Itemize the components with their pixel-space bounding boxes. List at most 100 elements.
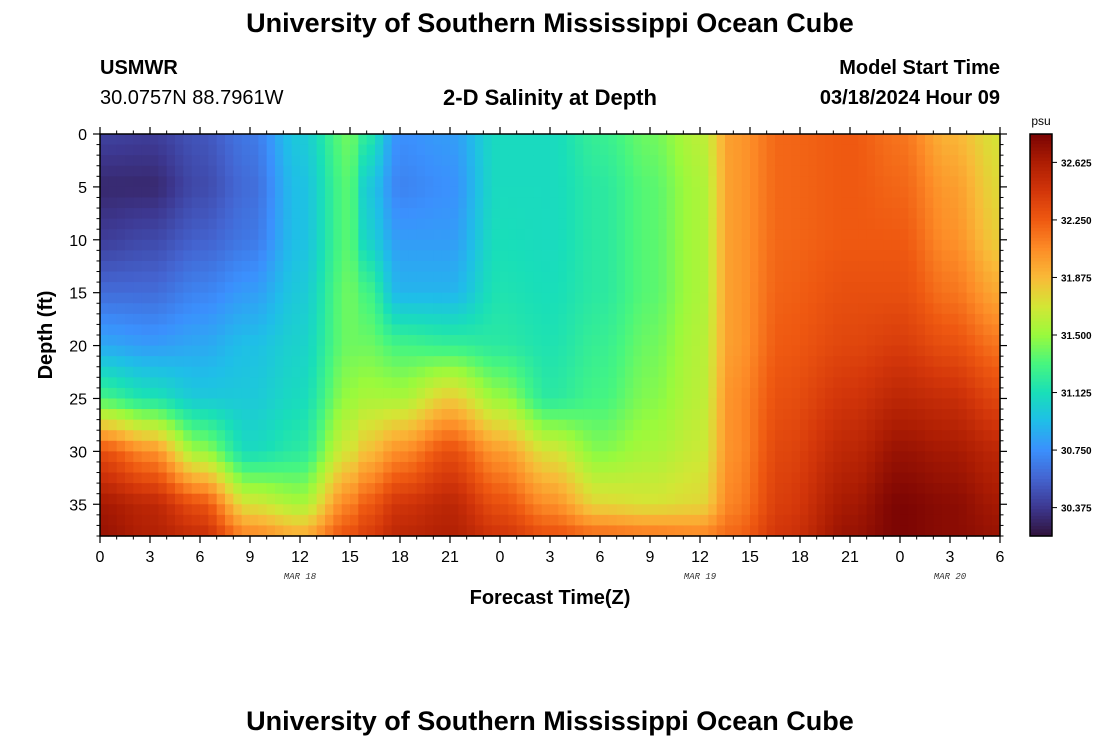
heatmap-cell [541, 430, 551, 442]
heatmap-cell [375, 366, 384, 378]
heatmap-cell [175, 356, 184, 368]
heatmap-cell [900, 335, 909, 347]
heatmap-cell [875, 303, 884, 315]
colorbar-swatch [1030, 345, 1052, 349]
heatmap-cell [800, 239, 809, 251]
heatmap-cell [125, 239, 134, 251]
heatmap-cell [866, 430, 876, 442]
heatmap-cell [133, 134, 143, 146]
colorbar-swatch [1030, 418, 1052, 423]
heatmap-cell [475, 260, 484, 273]
heatmap-cell [616, 208, 626, 220]
heatmap-cell [750, 398, 759, 410]
heatmap-cell [100, 176, 109, 188]
heatmap-cell [541, 483, 551, 495]
heatmap-cell [300, 282, 309, 294]
heatmap-cell [291, 165, 301, 177]
heatmap-cell [400, 419, 409, 431]
colorbar: 32.62532.25031.87531.50031.12530.75030.3… [1029, 133, 1092, 537]
heatmap-cell [825, 186, 834, 199]
heatmap-cell [366, 366, 376, 378]
colorbar-swatch [1030, 469, 1052, 473]
heatmap-cell [925, 165, 934, 177]
heatmap-cell [400, 493, 409, 505]
heatmap-cell [850, 398, 859, 410]
heatmap-cell [658, 134, 668, 146]
heatmap-cell [791, 197, 801, 209]
heatmap-cell [800, 461, 809, 474]
heatmap-cell [366, 176, 376, 188]
heatmap-cell [458, 409, 468, 421]
heatmap-cell [541, 208, 551, 220]
heatmap-cell [483, 165, 493, 177]
heatmap-cell [733, 335, 743, 347]
heatmap-cell [941, 303, 951, 315]
heatmap-cell [333, 250, 343, 262]
heatmap-cell [525, 208, 534, 220]
heatmap-cell [133, 377, 143, 389]
heatmap-cell [166, 430, 176, 442]
heatmap-cell [150, 356, 159, 368]
heatmap-cell [991, 313, 1001, 326]
heatmap-cell [316, 303, 326, 315]
heatmap-cell [166, 303, 176, 315]
heatmap-cell [300, 504, 309, 516]
heatmap-cell [475, 398, 484, 410]
heatmap-cell [466, 303, 476, 315]
heatmap-cell [166, 387, 176, 400]
heatmap-cell [108, 144, 118, 156]
heatmap-cell [591, 303, 601, 315]
heatmap-cell [366, 250, 376, 262]
heatmap-cell [133, 239, 143, 251]
heatmap-cell [758, 134, 768, 146]
heatmap-cell [158, 366, 168, 378]
heatmap-cell [325, 514, 334, 527]
heatmap-cell [908, 134, 918, 146]
heatmap-cell [808, 461, 818, 474]
heatmap-cell [200, 260, 209, 273]
heatmap-cell [716, 525, 726, 537]
heatmap-cell [125, 430, 134, 442]
colorbar-swatch [1030, 247, 1052, 252]
heatmap-cell [450, 493, 459, 505]
heatmap-cell [241, 345, 251, 357]
heatmap-cell [833, 377, 843, 389]
heatmap-cell [241, 186, 251, 199]
heatmap-cell [833, 493, 843, 505]
heatmap-cell [591, 493, 601, 505]
heatmap-cell [225, 356, 234, 368]
heatmap-cell [958, 504, 968, 516]
heatmap-cell [566, 504, 576, 516]
heatmap-cell [583, 514, 593, 527]
heatmap-cell [791, 419, 801, 431]
heatmap-cell [450, 208, 459, 220]
heatmap-cell [550, 409, 559, 421]
heatmap-cell [658, 292, 668, 304]
heatmap-cell [400, 525, 409, 537]
heatmap-cell [283, 483, 293, 495]
heatmap-cell [883, 250, 893, 262]
heatmap-cell [916, 271, 926, 283]
heatmap-cell [725, 345, 734, 357]
colorbar-swatch [1030, 291, 1052, 296]
heatmap-cell [450, 218, 459, 230]
heatmap-cell [683, 271, 693, 283]
heatmap-cell [816, 419, 826, 431]
heatmap-cell [316, 430, 326, 442]
heatmap-cell [925, 461, 934, 474]
heatmap-cell [483, 525, 493, 537]
heatmap-cell [133, 208, 143, 220]
colorbar-swatch [1030, 525, 1052, 530]
heatmap-cell [975, 387, 984, 400]
heatmap-cell [408, 356, 418, 368]
heatmap-cell [483, 324, 493, 336]
heatmap-cell [258, 155, 268, 167]
heatmap-cell [841, 250, 851, 262]
heatmap-cell [583, 282, 593, 294]
heatmap-cell [666, 229, 676, 241]
heatmap-cell [583, 409, 593, 421]
heatmap-cell [325, 239, 334, 251]
heatmap-cell [508, 335, 518, 347]
heatmap-cell [941, 239, 951, 251]
heatmap-cell [550, 260, 559, 273]
